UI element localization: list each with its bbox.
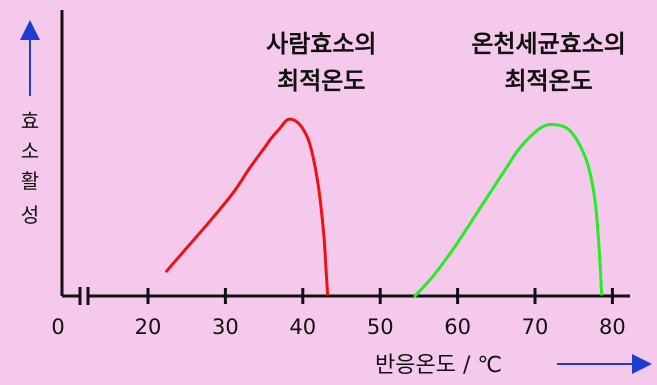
x-tick-label: 70 <box>522 315 549 339</box>
human-enzyme-annotation: 사람효소의 <box>266 30 376 58</box>
hot-spring-enzyme-annotation: 최적온도 <box>504 67 592 95</box>
x-tick-label: 40 <box>289 315 316 339</box>
y-axis-label-char: 소 <box>21 139 39 163</box>
human-enzyme-curve <box>165 117 330 296</box>
y-axis-label-char: 효 <box>21 109 39 133</box>
x-tick-label: 80 <box>599 315 626 339</box>
x-tick-label: 60 <box>444 315 471 339</box>
x-tick-label: 50 <box>367 315 394 339</box>
x-tick-label: 0 <box>51 315 64 339</box>
x-axis-label: 반응온도 / ℃ <box>375 353 502 378</box>
hot-spring-bacteria-enzyme-curve <box>413 122 604 298</box>
y-axis-label-char: 성 <box>21 203 39 227</box>
human-enzyme-annotation: 최적온도 <box>277 67 365 95</box>
hot-spring-enzyme-annotation: 온천세균효소의 <box>471 30 626 58</box>
y-axis-label-char: 활 <box>21 169 39 193</box>
x-tick-label: 30 <box>212 315 239 339</box>
x-tick-label: 20 <box>135 315 162 339</box>
